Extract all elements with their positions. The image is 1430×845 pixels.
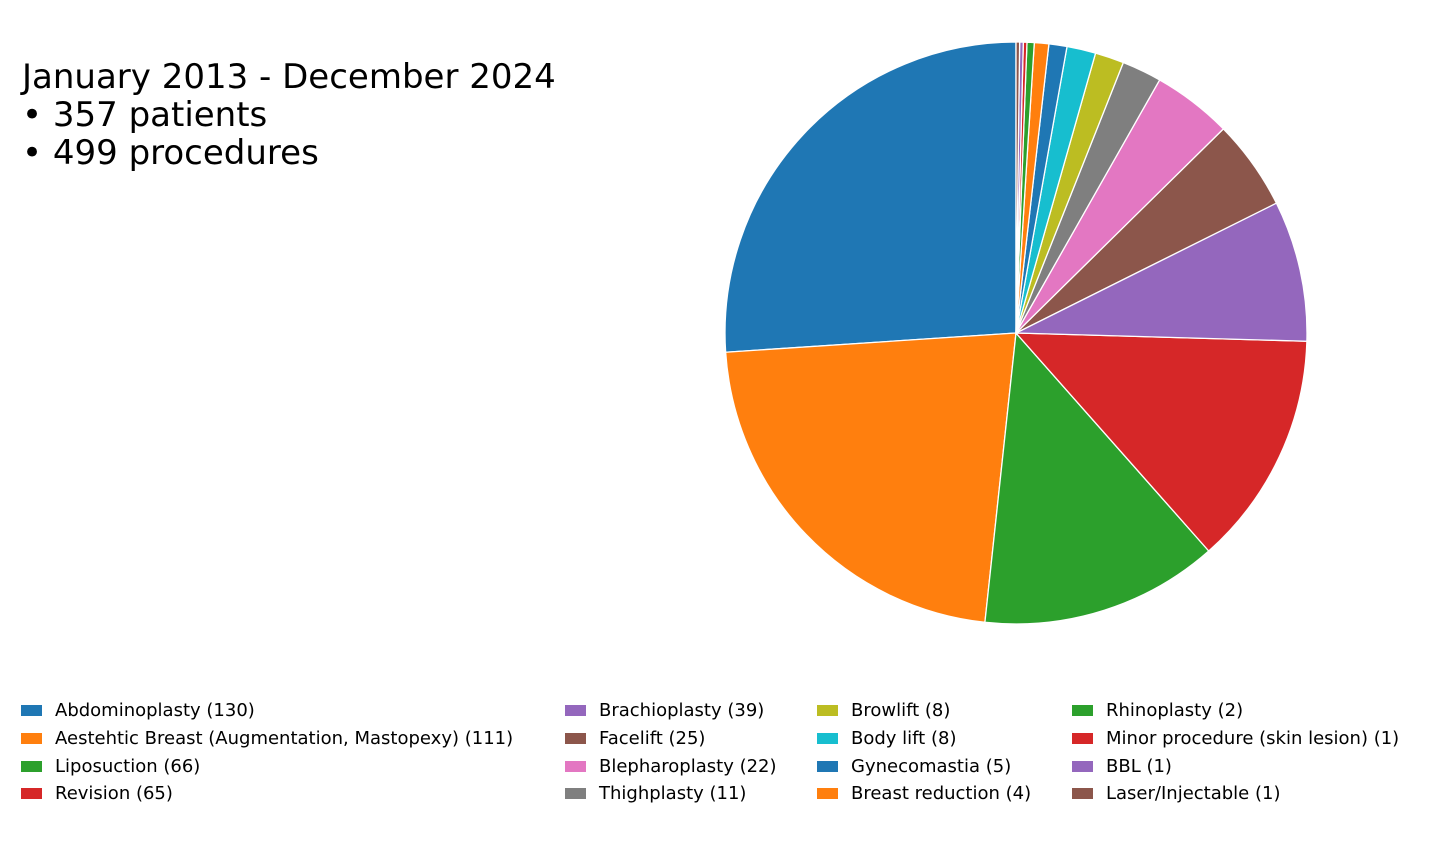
chart-header: January 2013 - December 2024 • 357 patie… — [22, 58, 556, 172]
legend-item: Revision (65) — [21, 780, 513, 808]
legend-swatch — [565, 788, 586, 800]
legend-item: Liposuction (66) — [21, 752, 513, 780]
legend-swatch — [817, 760, 838, 772]
patients-count-text: • 357 patients — [22, 95, 268, 135]
legend-item: Gynecomastia (5) — [817, 752, 1031, 780]
legend-label: Minor procedure (skin lesion) (1) — [1106, 728, 1400, 750]
legend-label: Revision (65) — [55, 783, 173, 805]
legend-swatch — [565, 760, 586, 772]
pie-slice-15 — [1015, 41, 1021, 334]
pie-slice-0 — [724, 41, 1017, 353]
legend-swatch — [1072, 733, 1093, 745]
legend-label: Abdominoplasty (130) — [55, 700, 255, 722]
legend-swatch — [565, 733, 586, 745]
legend-label: Thighplasty (11) — [599, 783, 747, 805]
legend-label: Browlift (8) — [851, 700, 951, 722]
legend-swatch — [817, 705, 838, 717]
legend-swatch — [1072, 760, 1093, 772]
date-range-text: January 2013 - December 2024 — [22, 57, 556, 97]
legend-label: Brachioplasty (39) — [599, 700, 765, 722]
legend-label: Facelift (25) — [599, 728, 706, 750]
legend-item: Brachioplasty (39) — [565, 697, 777, 725]
legend-column-4: Rhinoplasty (2) Minor procedure (skin les… — [1072, 697, 1399, 808]
legend-label: Liposuction (66) — [55, 755, 201, 777]
legend-label: Laser/Injectable (1) — [1106, 783, 1281, 805]
legend-label: Breast reduction (4) — [851, 783, 1032, 805]
legend-item: Facelift (25) — [565, 725, 777, 753]
legend-swatch — [21, 788, 42, 800]
legend-item: Laser/Injectable (1) — [1072, 780, 1399, 808]
legend-label: Blepharoplasty (22) — [599, 755, 777, 777]
legend-swatch — [21, 705, 42, 717]
legend-item: Minor procedure (skin lesion) (1) — [1072, 725, 1399, 753]
pie-slice-2 — [984, 332, 1210, 625]
pie-slice-3 — [1015, 332, 1308, 552]
pie-slice-1 — [724, 332, 1017, 623]
legend-swatch — [565, 705, 586, 717]
legend-swatch — [817, 788, 838, 800]
legend-label: Gynecomastia (5) — [851, 755, 1012, 777]
legend-item: Thighplasty (11) — [565, 780, 777, 808]
legend-column-3: Browlift (8) Body lift (8) Gynecomastia (5… — [817, 697, 1031, 808]
procedures-count-text: • 499 procedures — [22, 133, 319, 173]
legend-label: Rhinoplasty (2) — [1106, 700, 1244, 722]
legend-label: BBL (1) — [1106, 755, 1172, 777]
legend-label: Body lift (8) — [851, 728, 957, 750]
legend-swatch — [21, 760, 42, 772]
legend-item: Aestehtic Breast (Augmentation, Mastopex… — [21, 725, 513, 753]
legend-swatch — [1072, 788, 1093, 800]
legend-swatch — [817, 733, 838, 745]
legend-column-1: Abdominoplasty (130) Aestehtic Breast (Au… — [21, 697, 513, 808]
legend-label: Aestehtic Breast (Augmentation, Mastopex… — [55, 728, 514, 750]
legend-item: Rhinoplasty (2) — [1072, 697, 1399, 725]
legend-item: Blepharoplasty (22) — [565, 752, 777, 780]
legend-swatch — [1072, 705, 1093, 717]
legend-item: Breast reduction (4) — [817, 780, 1031, 808]
pie-slice-4 — [1015, 202, 1308, 342]
legend-swatch — [21, 733, 42, 745]
legend-column-2: Brachioplasty (39) Facelift (25) Blepharop… — [565, 697, 777, 808]
legend-item: Abdominoplasty (130) — [21, 697, 513, 725]
legend-item: BBL (1) — [1072, 752, 1399, 780]
legend-item: Browlift (8) — [817, 697, 1031, 725]
legend-item: Body lift (8) — [817, 725, 1031, 753]
